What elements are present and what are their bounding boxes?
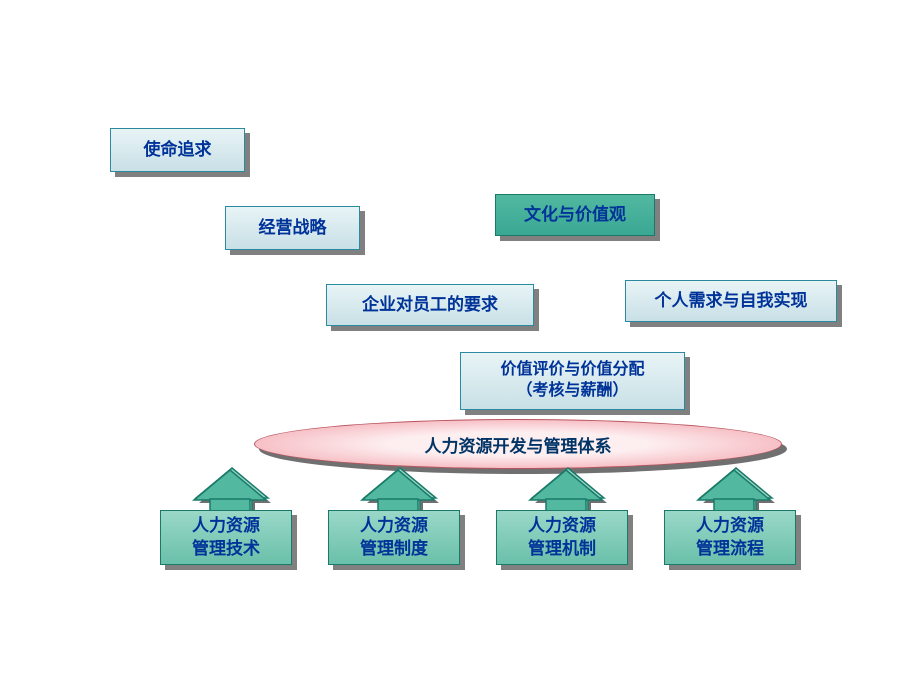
ellipse-hr-system: 人力资源开发与管理体系 <box>254 419 782 469</box>
box-personal: 个人需求与自我实现 <box>625 280 837 322</box>
box-mission: 使命追求 <box>110 128 245 172</box>
bottom-box-tech: 人力资源 管理技术 <box>160 510 292 565</box>
box-value: 价值评价与价值分配 （考核与薪酬） <box>460 352 685 410</box>
box-culture: 文化与价值观 <box>495 194 655 236</box>
bottom-box-mech: 人力资源 管理机制 <box>496 510 628 565</box>
box-req: 企业对员工的要求 <box>326 284 534 326</box>
box-strategy: 经营战略 <box>225 206 360 250</box>
bottom-box-system: 人力资源 管理制度 <box>328 510 460 565</box>
bottom-box-process: 人力资源 管理流程 <box>664 510 796 565</box>
